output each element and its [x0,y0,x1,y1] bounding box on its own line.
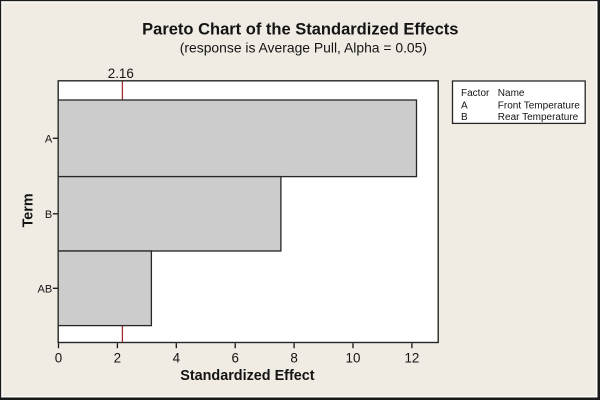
svg-text:A: A [461,101,468,112]
svg-text:6: 6 [231,351,238,366]
svg-text:0: 0 [55,351,62,366]
svg-text:2.16: 2.16 [108,66,134,81]
svg-text:Front Temperature: Front Temperature [498,101,581,112]
svg-text:B: B [461,112,468,123]
svg-text:12: 12 [404,351,419,366]
svg-text:8: 8 [290,351,297,366]
svg-text:B: B [45,209,52,221]
svg-text:2: 2 [114,351,121,366]
svg-text:Name: Name [498,88,525,99]
svg-text:(response is Average Pull, Alp: (response is Average Pull, Alpha = 0.05) [180,39,427,55]
svg-text:Pareto Chart of the Standardiz: Pareto Chart of the Standardized Effects [142,20,458,38]
svg-text:Factor: Factor [461,88,490,99]
svg-text:Term: Term [20,193,36,227]
svg-text:4: 4 [173,351,181,366]
svg-text:Standardized Effect: Standardized Effect [180,368,315,384]
svg-text:A: A [45,133,53,145]
svg-text:AB: AB [38,283,53,295]
svg-text:10: 10 [346,351,361,366]
svg-text:Rear Temperature: Rear Temperature [498,112,579,123]
